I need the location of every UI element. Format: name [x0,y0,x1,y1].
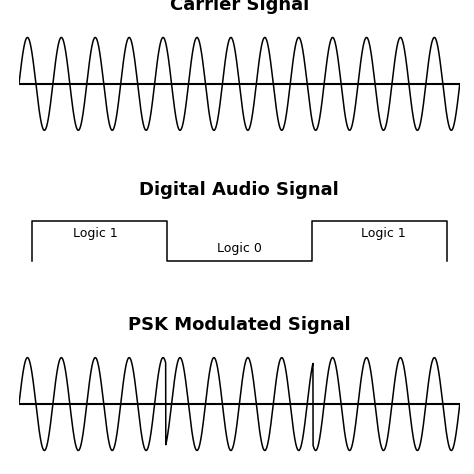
Text: Logic 0: Logic 0 [217,242,262,255]
Text: Logic 1: Logic 1 [361,228,406,240]
Title: PSK Modulated Signal: PSK Modulated Signal [128,316,351,334]
Text: Logic 1: Logic 1 [73,228,118,240]
Title: Carrier Signal: Carrier Signal [170,0,309,14]
Title: Digital Audio Signal: Digital Audio Signal [139,181,339,199]
